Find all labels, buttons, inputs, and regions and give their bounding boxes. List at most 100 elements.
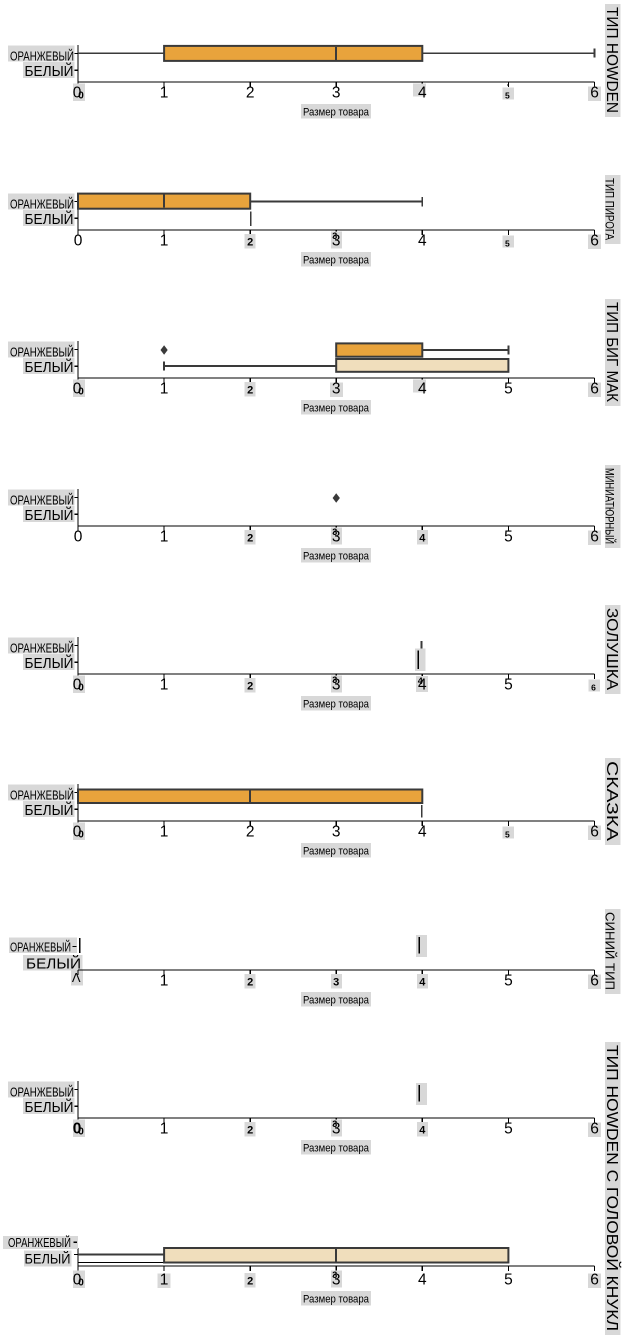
svg-text:2: 2 (247, 977, 253, 989)
svg-text:4: 4 (418, 1271, 427, 1288)
svg-text:4: 4 (418, 232, 427, 249)
svg-text:5: 5 (505, 91, 510, 101)
svg-text:ТИП БИГ МАК: ТИП БИГ МАК (603, 302, 620, 403)
svg-text:3: 3 (332, 823, 341, 840)
svg-text:4: 4 (418, 84, 427, 101)
svg-text:6: 6 (590, 528, 599, 545)
svg-text:МИНИАТЮРНЫЙ: МИНИАТЮРНЫЙ (603, 468, 618, 544)
svg-text:6: 6 (590, 823, 599, 840)
svg-text:ОРАНЖЕВЫЙ: ОРАНЖЕВЫЙ (10, 1084, 74, 1099)
svg-text:Размер товара: Размер товара (303, 1294, 370, 1306)
svg-text:Размер товара: Размер товара (303, 846, 370, 858)
svg-text:3: 3 (332, 527, 337, 537)
svg-text:2: 2 (246, 823, 255, 840)
svg-text:0: 0 (78, 90, 84, 101)
svg-text:2: 2 (247, 681, 253, 693)
svg-text:0: 0 (78, 1277, 84, 1288)
svg-text:3: 3 (333, 977, 339, 989)
svg-text:2: 2 (247, 237, 253, 249)
svg-text:3: 3 (332, 1271, 341, 1288)
svg-text:3: 3 (332, 84, 341, 101)
svg-text:ОРАНЖЕВЫЙ: ОРАНЖЕВЫЙ (10, 196, 74, 211)
svg-text:БЕЛЫЙ: БЕЛЫЙ (25, 62, 74, 80)
svg-text:1: 1 (160, 380, 169, 397)
svg-text:БЕЛЫЙ: БЕЛЫЙ (25, 506, 74, 524)
svg-text:ОРАНЖЕВЫЙ: ОРАНЖЕВЫЙ (10, 48, 74, 63)
svg-text:4: 4 (419, 977, 426, 989)
svg-text:1: 1 (160, 84, 169, 101)
svg-text:3: 3 (332, 232, 341, 249)
svg-text:3: 3 (332, 528, 341, 545)
svg-text:БЕЛЫЙ: БЕЛЫЙ (26, 955, 81, 973)
svg-text:Размер товара: Размер товара (303, 551, 370, 563)
svg-text:ОРАНЖЕВЫЙ: ОРАНЖЕВЫЙ (10, 492, 74, 507)
svg-text:1: 1 (160, 1120, 169, 1137)
svg-text:6: 6 (590, 84, 599, 101)
svg-text:3: 3 (332, 231, 337, 241)
svg-text:Размер товара: Размер товара (303, 255, 370, 267)
svg-text:6: 6 (590, 1120, 599, 1137)
svg-text:6: 6 (590, 972, 599, 989)
svg-text:5: 5 (504, 528, 513, 545)
svg-text:1: 1 (160, 232, 169, 249)
svg-text:0: 0 (73, 1120, 82, 1137)
svg-text:1: 1 (160, 676, 169, 693)
svg-text:Размер товара: Размер товара (303, 1143, 370, 1155)
svg-text:СКАЗКА: СКАЗКА (603, 761, 620, 841)
svg-text:6: 6 (590, 232, 599, 249)
svg-text:3: 3 (332, 1270, 337, 1280)
svg-text:Размер товара: Размер товара (303, 107, 370, 119)
svg-text:3: 3 (332, 676, 341, 693)
svg-text:БЕЛЫЙ: БЕЛЫЙ (25, 210, 74, 228)
svg-text:2: 2 (247, 533, 253, 545)
svg-text:Размер товара: Размер товара (303, 699, 370, 711)
svg-text:СИНИЙ ТИП: СИНИЙ ТИП (603, 912, 618, 990)
svg-text:6: 6 (590, 1271, 599, 1288)
svg-text:4: 4 (419, 533, 426, 545)
svg-text:ОРАНЖЕВЫЙ: ОРАНЖЕВЫЙ (8, 1235, 71, 1250)
svg-text:БЕЛЫЙ: БЕЛЫЙ (25, 1250, 71, 1267)
svg-text:4: 4 (419, 1125, 426, 1137)
svg-text:ОРАНЖЕВЫЙ: ОРАНЖЕВЫЙ (10, 940, 71, 955)
svg-text:0: 0 (74, 232, 83, 249)
svg-text:0: 0 (73, 84, 82, 101)
svg-text:2: 2 (246, 84, 255, 101)
svg-text:0: 0 (74, 528, 83, 545)
svg-text:0: 0 (73, 1271, 82, 1288)
svg-text:4: 4 (418, 676, 427, 693)
svg-text:ЗОЛУШКА: ЗОЛУШКА (603, 608, 620, 690)
svg-text:0: 0 (78, 829, 84, 840)
svg-text:1: 1 (160, 1271, 169, 1288)
svg-text:ТИП ПИРОГА: ТИП ПИРОГА (603, 178, 617, 240)
svg-text:0: 0 (78, 682, 84, 693)
svg-text:1: 1 (160, 528, 169, 545)
svg-text:2: 2 (247, 1125, 253, 1137)
svg-text:3: 3 (332, 1120, 341, 1137)
svg-text:Λ: Λ (72, 970, 81, 985)
svg-text:ТИП HOWDEN С ГОЛОВОЙ КНУКЛ: ТИП HOWDEN С ГОЛОВОЙ КНУКЛ (603, 1045, 622, 1331)
svg-text:БЕЛЫЙ: БЕЛЫЙ (25, 1098, 74, 1116)
svg-text:5: 5 (505, 830, 510, 840)
svg-text:3: 3 (332, 675, 337, 685)
svg-text:5: 5 (504, 972, 513, 989)
svg-text:0: 0 (73, 823, 82, 840)
svg-text:1: 1 (160, 823, 169, 840)
svg-text:ОРАНЖЕВЫЙ: ОРАНЖЕВЫЙ (10, 787, 74, 802)
svg-text:6: 6 (590, 380, 599, 397)
svg-text:БЕЛЫЙ: БЕЛЫЙ (25, 358, 74, 376)
svg-text:БЕЛЫЙ: БЕЛЫЙ (25, 654, 74, 672)
svg-text:5: 5 (504, 1271, 513, 1288)
svg-text:0: 0 (73, 676, 82, 693)
svg-text:0: 0 (78, 1126, 84, 1137)
svg-text:5: 5 (505, 239, 510, 249)
svg-text:1: 1 (160, 972, 169, 989)
svg-text:6: 6 (591, 683, 596, 693)
svg-text:БЕЛЫЙ: БЕЛЫЙ (25, 801, 74, 819)
svg-text:Размер товара: Размер товара (303, 995, 370, 1007)
svg-text:ОРАНЖЕВЫЙ: ОРАНЖЕВЫЙ (10, 640, 74, 655)
svg-text:5: 5 (504, 380, 513, 397)
svg-text:3: 3 (332, 380, 341, 397)
svg-text:5: 5 (504, 1120, 513, 1137)
svg-text:Размер товара: Размер товара (303, 403, 370, 415)
svg-text:4: 4 (418, 380, 427, 397)
